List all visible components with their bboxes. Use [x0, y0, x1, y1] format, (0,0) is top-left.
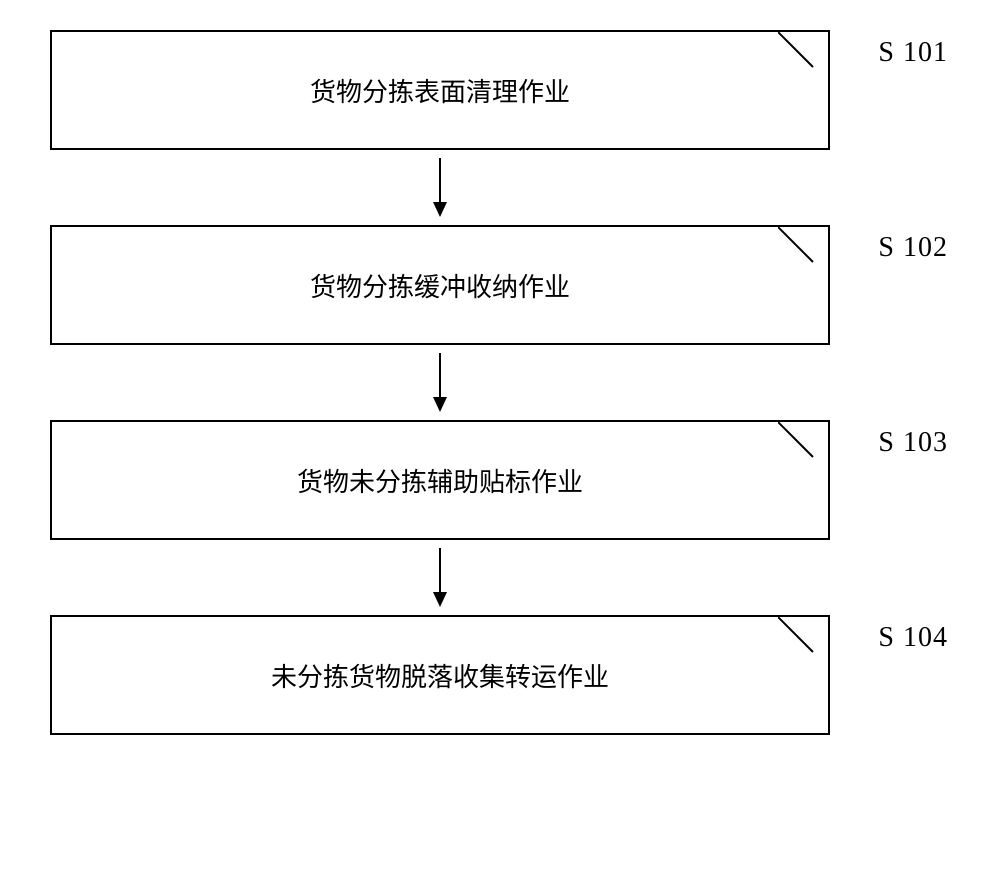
step-box-3: 货物未分拣辅助贴标作业 S 103 [50, 420, 830, 540]
flowchart-container: 货物分拣表面清理作业 S 101 货物分拣缓冲收纳作业 S 102 [50, 30, 950, 735]
step-label-3: S 103 [878, 427, 948, 459]
arrow-1 [50, 150, 830, 225]
arrow-down-icon [425, 540, 455, 615]
step-text-2: 货物分拣缓冲收纳作业 [310, 267, 570, 304]
label-connector-2 [778, 227, 828, 277]
step-box-4: 未分拣货物脱落收集转运作业 S 104 [50, 615, 830, 735]
arrow-3 [50, 540, 830, 615]
label-connector-3 [778, 422, 828, 472]
step-box-1: 货物分拣表面清理作业 S 101 [50, 30, 830, 150]
step-label-1: S 101 [878, 37, 948, 69]
step-label-4: S 104 [878, 622, 948, 654]
step-wrapper-1: 货物分拣表面清理作业 S 101 [50, 30, 950, 150]
step-wrapper-4: 未分拣货物脱落收集转运作业 S 104 [50, 615, 950, 735]
step-text-1: 货物分拣表面清理作业 [310, 72, 570, 109]
arrow-2 [50, 345, 830, 420]
step-text-4: 未分拣货物脱落收集转运作业 [271, 657, 609, 694]
step-label-2: S 102 [878, 232, 948, 264]
label-connector-1 [778, 32, 828, 82]
arrow-down-icon [425, 345, 455, 420]
label-connector-4 [778, 617, 828, 667]
step-box-2: 货物分拣缓冲收纳作业 S 102 [50, 225, 830, 345]
step-wrapper-3: 货物未分拣辅助贴标作业 S 103 [50, 420, 950, 540]
step-text-3: 货物未分拣辅助贴标作业 [297, 462, 583, 499]
arrow-down-icon [425, 150, 455, 225]
step-wrapper-2: 货物分拣缓冲收纳作业 S 102 [50, 225, 950, 345]
